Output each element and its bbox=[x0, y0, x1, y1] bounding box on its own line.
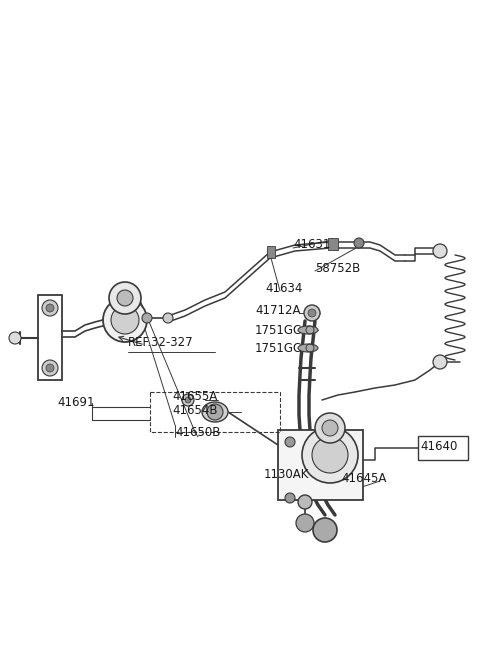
Circle shape bbox=[207, 404, 223, 420]
Circle shape bbox=[42, 360, 58, 376]
Circle shape bbox=[117, 290, 133, 306]
Ellipse shape bbox=[298, 344, 318, 352]
Text: 41691: 41691 bbox=[57, 396, 95, 409]
Text: 41645A: 41645A bbox=[341, 472, 386, 485]
Circle shape bbox=[302, 427, 358, 483]
Bar bbox=[328, 238, 338, 250]
Text: 1130AK: 1130AK bbox=[264, 468, 310, 481]
Circle shape bbox=[315, 413, 345, 443]
Circle shape bbox=[312, 437, 348, 473]
Circle shape bbox=[182, 394, 194, 406]
Circle shape bbox=[313, 518, 337, 542]
Text: 41650B: 41650B bbox=[175, 426, 220, 438]
Bar bbox=[267, 246, 275, 258]
Text: REF.32-327: REF.32-327 bbox=[128, 335, 193, 348]
Bar bbox=[278, 430, 363, 500]
Circle shape bbox=[298, 495, 312, 509]
Ellipse shape bbox=[298, 326, 318, 334]
Circle shape bbox=[111, 306, 139, 334]
Circle shape bbox=[308, 309, 316, 317]
Text: 41634: 41634 bbox=[265, 282, 302, 295]
Circle shape bbox=[285, 437, 295, 447]
Circle shape bbox=[433, 244, 447, 258]
Text: 58752B: 58752B bbox=[315, 261, 360, 274]
Circle shape bbox=[46, 304, 54, 312]
Circle shape bbox=[185, 397, 191, 403]
Bar bbox=[418, 436, 468, 460]
Text: 41631: 41631 bbox=[293, 238, 330, 252]
Text: 41654B: 41654B bbox=[172, 403, 217, 417]
Circle shape bbox=[103, 298, 147, 342]
Circle shape bbox=[322, 420, 338, 436]
Bar bbox=[38, 295, 62, 380]
Text: 1751GC: 1751GC bbox=[255, 343, 302, 356]
Circle shape bbox=[354, 238, 364, 248]
Bar bbox=[150, 392, 280, 432]
Circle shape bbox=[285, 493, 295, 503]
Circle shape bbox=[142, 313, 152, 323]
Text: 41655A: 41655A bbox=[172, 390, 217, 403]
Text: 41640: 41640 bbox=[420, 441, 457, 453]
Circle shape bbox=[296, 514, 314, 532]
Circle shape bbox=[9, 332, 21, 344]
Circle shape bbox=[433, 355, 447, 369]
Circle shape bbox=[109, 282, 141, 314]
Circle shape bbox=[46, 364, 54, 372]
Text: 1751GC: 1751GC bbox=[255, 324, 302, 337]
Circle shape bbox=[42, 300, 58, 316]
Circle shape bbox=[163, 313, 173, 323]
Text: 41712A: 41712A bbox=[255, 305, 300, 318]
Ellipse shape bbox=[202, 402, 228, 422]
Circle shape bbox=[304, 305, 320, 321]
